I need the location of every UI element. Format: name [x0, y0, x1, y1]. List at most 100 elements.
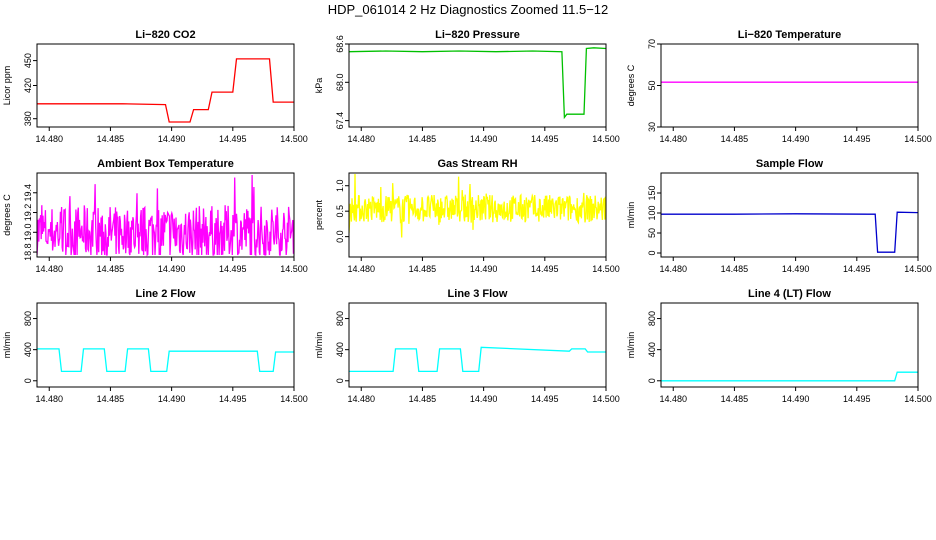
x-tick-label: 14.495	[843, 394, 871, 404]
y-axis-label: ml/min	[2, 332, 12, 359]
chart-title: Li−820 Temperature	[738, 29, 841, 41]
x-tick-label: 14.485	[409, 264, 437, 274]
x-tick-label: 14.495	[843, 134, 871, 144]
y-tick-label: 50	[647, 228, 657, 238]
x-tick-label: 14.485	[97, 264, 125, 274]
x-tick-label: 14.480	[659, 134, 687, 144]
y-axis-label: ml/min	[626, 332, 636, 359]
y-tick-label: 450	[23, 53, 33, 68]
x-tick-label: 14.490	[782, 134, 810, 144]
x-tick-label: 14.495	[531, 264, 559, 274]
x-tick-label: 14.490	[470, 394, 498, 404]
y-tick-label: 400	[647, 342, 657, 357]
data-series-line	[37, 58, 294, 123]
y-tick-label: 70	[647, 39, 657, 49]
y-axis-label: kPa	[314, 78, 324, 94]
x-tick-label: 14.485	[721, 394, 749, 404]
chart-title: Line 4 (LT) Flow	[748, 288, 831, 300]
x-tick-label: 14.480	[35, 134, 63, 144]
plot-frame	[348, 302, 607, 388]
chart-panel-9: Line 4 (LT) Flow 14.480 14.485 14.490 14.495…	[626, 288, 932, 404]
x-tick-label: 14.485	[721, 134, 749, 144]
y-tick-label: 0.0	[335, 230, 345, 243]
x-tick-label: 14.485	[721, 264, 749, 274]
x-tick-label: 14.495	[531, 394, 559, 404]
chart-title: Li−820 CO2	[135, 29, 195, 41]
y-tick-label: 0.5	[335, 205, 345, 218]
x-tick-label: 14.500	[592, 394, 620, 404]
x-tick-label: 14.485	[97, 394, 125, 404]
x-tick-label: 14.495	[219, 134, 247, 144]
data-series-line	[37, 348, 294, 373]
chart-title: Li−820 Pressure	[435, 29, 520, 41]
x-tick-label: 14.485	[409, 394, 437, 404]
plot-frame	[348, 172, 607, 258]
x-tick-label: 14.500	[280, 264, 308, 274]
y-tick-label: 19.4	[23, 184, 33, 202]
y-tick-label: 100	[647, 205, 657, 220]
x-tick-label: 14.480	[35, 394, 63, 404]
x-tick-label: 14.490	[158, 394, 186, 404]
x-tick-label: 14.495	[219, 394, 247, 404]
chart-title: Ambient Box Temperature	[97, 158, 234, 170]
x-tick-label: 14.480	[35, 264, 63, 274]
data-series-line	[661, 211, 918, 253]
plot-frame	[660, 43, 919, 128]
chart-title: Line 3 Flow	[448, 288, 508, 300]
data-series-line	[349, 346, 606, 373]
chart-panel-6: Sample Flow 14.480 14.485 14.490 14.495 14.50…	[626, 158, 932, 274]
y-axis-label: Licor ppm	[2, 66, 12, 106]
x-tick-label: 14.495	[843, 264, 871, 274]
x-tick-label: 14.500	[280, 134, 308, 144]
x-tick-label: 14.500	[280, 394, 308, 404]
chart-title: Gas Stream RH	[437, 158, 517, 170]
y-tick-label: 400	[335, 342, 345, 357]
y-tick-label: 19.0	[23, 224, 33, 242]
x-tick-label: 14.490	[470, 264, 498, 274]
x-tick-label: 14.500	[592, 134, 620, 144]
x-tick-label: 14.485	[409, 134, 437, 144]
y-tick-label: 800	[647, 311, 657, 326]
y-tick-label: 68.0	[335, 74, 345, 92]
chart-panel-7: Line 2 Flow 14.480 14.485 14.490 14.495 14.50…	[2, 288, 308, 404]
x-tick-label: 14.485	[97, 134, 125, 144]
x-tick-label: 14.495	[531, 134, 559, 144]
plot-frame	[36, 302, 295, 388]
y-tick-label: 800	[23, 311, 33, 326]
x-tick-label: 14.500	[592, 264, 620, 274]
data-series-line	[349, 173, 606, 238]
chart-title: Sample Flow	[756, 158, 824, 170]
x-tick-label: 14.480	[347, 264, 375, 274]
y-tick-label: 68.6	[335, 35, 345, 53]
x-tick-label: 14.490	[158, 264, 186, 274]
y-axis-label: percent	[314, 199, 324, 230]
x-tick-label: 14.490	[158, 134, 186, 144]
data-series-line	[37, 174, 294, 257]
chart-panel-4: Ambient Box Temperature 14.480 14.485 14.49…	[2, 158, 308, 274]
y-tick-label: 800	[335, 311, 345, 326]
chart-panel-3: Li−820 Temperature 14.480 14.485 14.490 14.4…	[626, 29, 932, 144]
data-series-line	[349, 47, 606, 120]
chart-panel-2: Li−820 Pressure 14.480 14.485 14.490 14.495 1…	[314, 29, 620, 144]
plot-frame	[348, 43, 607, 128]
y-tick-label: 50	[647, 80, 657, 90]
chart-panel-1: Li−820 CO2 14.480 14.485 14.490 14.495 14.500…	[2, 29, 308, 144]
chart-title: Line 2 Flow	[136, 288, 196, 300]
y-tick-label: 400	[23, 342, 33, 357]
x-tick-label: 14.500	[904, 134, 932, 144]
x-tick-label: 14.480	[347, 394, 375, 404]
x-tick-label: 14.490	[470, 134, 498, 144]
y-axis-label: degrees C	[626, 64, 636, 106]
plot-frame	[660, 172, 919, 258]
y-axis-label: degrees C	[2, 194, 12, 236]
plot-frame	[36, 172, 295, 258]
y-tick-label: 30	[647, 122, 657, 132]
y-tick-label: 0	[23, 378, 33, 383]
y-axis-label: ml/min	[626, 202, 636, 229]
y-tick-label: 150	[647, 185, 657, 200]
x-tick-label: 14.500	[904, 394, 932, 404]
data-series-line	[661, 371, 918, 382]
x-tick-label: 14.480	[347, 134, 375, 144]
y-tick-label: 1.0	[335, 179, 345, 192]
